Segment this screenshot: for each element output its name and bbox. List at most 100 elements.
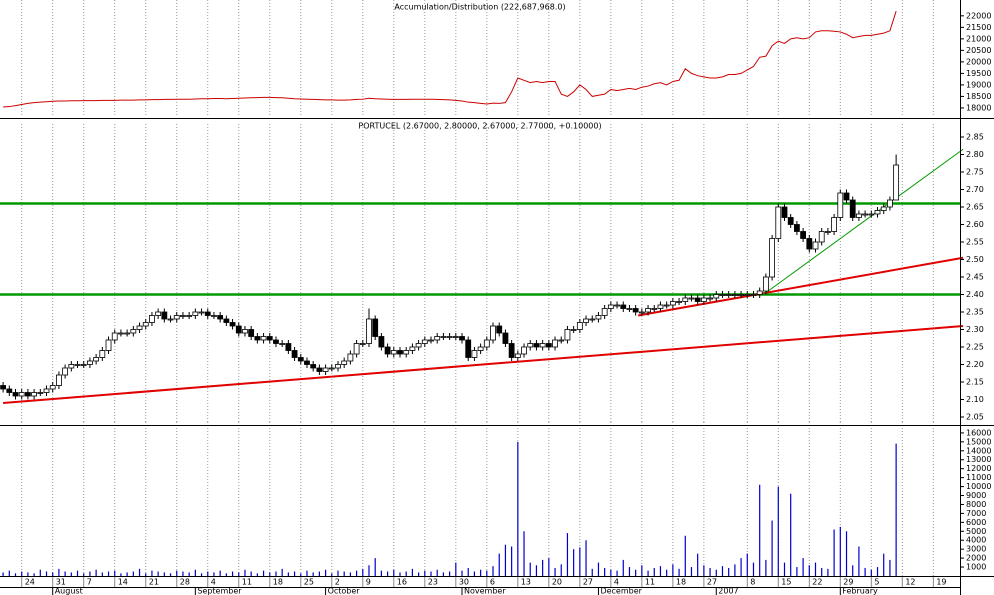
candle-body	[49, 385, 56, 390]
volume-bar	[355, 570, 358, 576]
candle-body	[242, 329, 248, 334]
volume-bar	[870, 569, 872, 576]
candle-body	[490, 325, 496, 341]
candle-body	[539, 343, 546, 348]
candle-body	[118, 332, 124, 335]
candle-body	[74, 364, 81, 366]
volume-bar	[715, 569, 717, 576]
candle-body	[787, 217, 794, 225]
volume-bar	[535, 565, 538, 576]
y-tick-label: 16000	[966, 428, 991, 437]
volume-bar	[207, 571, 209, 576]
candle-body	[614, 304, 620, 307]
candle-body	[558, 339, 565, 342]
y-tick-label: 2.65	[966, 203, 984, 212]
candle-body	[769, 238, 775, 278]
candle-body	[18, 392, 25, 397]
candle-body	[68, 364, 75, 369]
candle-body	[111, 332, 118, 341]
month-label: October	[328, 587, 361, 595]
candle-body	[533, 343, 540, 348]
x-tick-label: 12	[905, 578, 915, 587]
volume-bar	[386, 571, 389, 576]
candle-body	[62, 367, 69, 376]
candle-body	[843, 192, 850, 201]
volume-bar	[517, 441, 519, 576]
candle-body	[25, 392, 31, 397]
volume-bar	[765, 559, 767, 576]
y-tick-label: 19500	[966, 69, 991, 78]
candle-body	[856, 213, 862, 218]
volume-bar	[554, 567, 556, 576]
candle-body	[545, 343, 552, 348]
volume-bar	[14, 573, 17, 576]
y-tick-label: 20000	[966, 57, 991, 66]
volume-bar	[746, 553, 748, 576]
y-tick-label: 4000	[966, 536, 986, 545]
volume-bar	[213, 572, 215, 576]
volume-bar	[498, 553, 500, 576]
volume-bar	[622, 559, 624, 576]
volume-bar	[783, 562, 786, 576]
volume-bar	[511, 546, 513, 576]
candle-body	[849, 199, 856, 218]
candle-body	[806, 238, 813, 250]
y-tick-label: 18000	[966, 103, 991, 112]
volume-bar	[480, 569, 482, 576]
volume-bar	[814, 562, 817, 576]
candle-body	[762, 276, 769, 292]
candle-body	[645, 308, 651, 313]
volume-bar	[399, 572, 401, 576]
candle-body	[124, 332, 131, 335]
candle-body	[756, 290, 763, 295]
candle-body	[378, 336, 385, 348]
y-tick-label: 2.45	[966, 273, 984, 282]
candle-body	[607, 304, 614, 309]
y-tick-label: 12000	[966, 464, 991, 473]
candle-body	[12, 392, 19, 397]
x-tick-label: 21	[149, 578, 159, 587]
volume-bar	[138, 568, 141, 576]
volume-bar	[895, 443, 897, 576]
x-tick-label: 7	[87, 578, 92, 587]
y-tick-label: 2.70	[966, 185, 984, 194]
volume-bar	[8, 570, 10, 576]
volume-bar	[300, 573, 302, 576]
candle-body	[626, 308, 633, 310]
volume-bar	[39, 569, 41, 576]
volume-bar	[560, 564, 562, 576]
volume-bar	[145, 573, 147, 576]
x-tick-label: 18	[273, 578, 283, 587]
volume-bar	[777, 486, 779, 576]
trend-line	[763, 148, 964, 295]
candle-body	[682, 297, 689, 302]
volume-bar	[114, 570, 116, 576]
volume-bar	[529, 562, 531, 576]
volume-bar	[697, 553, 699, 576]
y-tick-label: 21000	[966, 34, 991, 43]
month-label: December	[600, 587, 642, 595]
volume-bar	[449, 571, 451, 576]
candle-body	[235, 325, 242, 334]
volume-bar	[883, 553, 885, 576]
candle-body	[285, 343, 292, 351]
volume-bar	[225, 573, 227, 576]
volume-bar	[411, 568, 414, 576]
x-tick-label: 23	[428, 578, 438, 587]
volume-bar	[306, 570, 308, 576]
candle-body	[173, 315, 180, 320]
volume-bar	[107, 571, 110, 576]
volume-bar	[393, 569, 395, 576]
volume-bar	[504, 544, 507, 576]
candle-body	[229, 322, 236, 327]
candle-body	[136, 325, 143, 330]
y-tick-label: 7000	[966, 509, 986, 518]
volume-bar	[709, 567, 711, 576]
volume-bar	[821, 567, 823, 576]
volume-bar	[610, 569, 612, 576]
x-tick-label: 11	[645, 578, 655, 587]
candle-body	[521, 346, 527, 355]
volume-bar	[833, 529, 835, 576]
volume-bar	[343, 571, 345, 576]
candle-body	[874, 210, 881, 215]
